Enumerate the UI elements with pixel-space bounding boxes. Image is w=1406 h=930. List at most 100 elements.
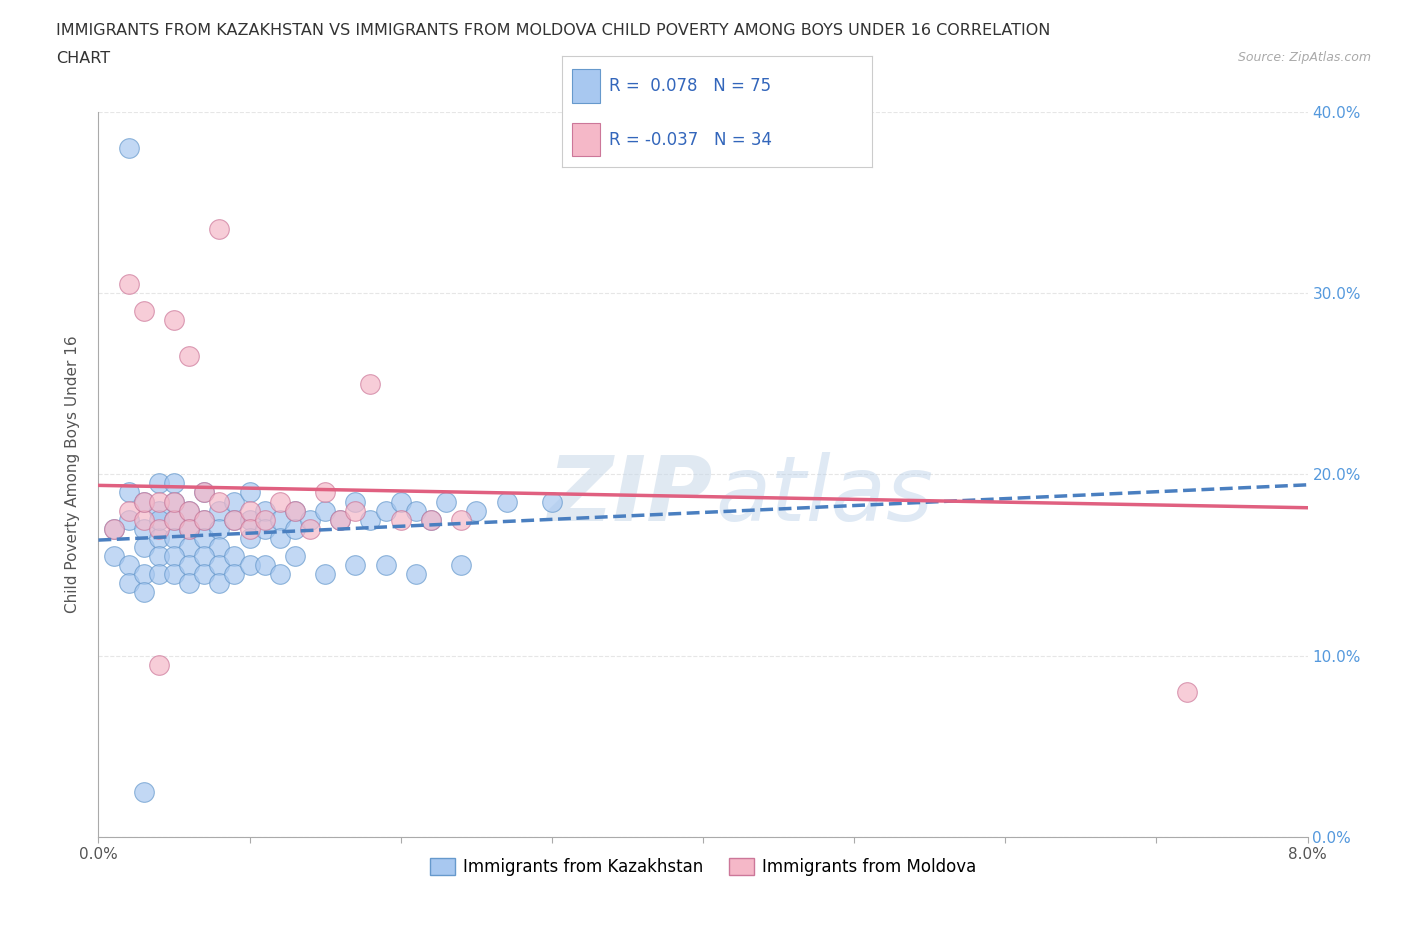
Point xyxy=(329,512,352,527)
Point xyxy=(1175,684,1198,699)
Point xyxy=(132,303,155,318)
Point xyxy=(465,503,488,518)
Point xyxy=(224,566,246,581)
Point xyxy=(148,512,170,527)
Point xyxy=(179,576,201,591)
Point xyxy=(208,576,231,591)
Point xyxy=(103,521,125,536)
Point xyxy=(450,512,472,527)
Point xyxy=(269,512,291,527)
Point xyxy=(179,521,201,536)
Point xyxy=(434,494,457,509)
Text: R = -0.037   N = 34: R = -0.037 N = 34 xyxy=(609,130,772,149)
Point xyxy=(148,658,170,672)
Point xyxy=(118,140,141,155)
Point xyxy=(389,494,412,509)
Point xyxy=(329,512,352,527)
Point xyxy=(103,549,125,564)
Point xyxy=(344,494,367,509)
Point xyxy=(253,558,276,573)
Point xyxy=(208,503,231,518)
Point xyxy=(132,566,155,581)
Point xyxy=(224,512,246,527)
Text: atlas: atlas xyxy=(714,452,934,540)
Point xyxy=(132,512,155,527)
Point xyxy=(239,521,262,536)
Point xyxy=(118,558,141,573)
Point xyxy=(148,549,170,564)
Point xyxy=(179,503,201,518)
Point xyxy=(208,539,231,554)
Point xyxy=(163,512,186,527)
Point xyxy=(253,512,276,527)
Point xyxy=(118,276,141,291)
Point xyxy=(284,521,307,536)
Point xyxy=(389,512,412,527)
Point xyxy=(344,558,367,573)
Point xyxy=(163,566,186,581)
Point xyxy=(269,566,291,581)
Point xyxy=(314,503,336,518)
Point xyxy=(269,530,291,545)
Point xyxy=(224,549,246,564)
Point xyxy=(193,485,215,500)
Point xyxy=(163,312,186,327)
Point xyxy=(224,494,246,509)
Point xyxy=(344,503,367,518)
Text: ZIP: ZIP xyxy=(548,452,713,540)
Point xyxy=(163,512,186,527)
Point xyxy=(118,576,141,591)
Point xyxy=(179,558,201,573)
Point xyxy=(193,530,215,545)
Point xyxy=(224,512,246,527)
Point xyxy=(299,521,322,536)
Point xyxy=(148,521,170,536)
Point xyxy=(179,349,201,364)
Point xyxy=(132,494,155,509)
Point xyxy=(148,494,170,509)
Text: Source: ZipAtlas.com: Source: ZipAtlas.com xyxy=(1237,51,1371,64)
Text: IMMIGRANTS FROM KAZAKHSTAN VS IMMIGRANTS FROM MOLDOVA CHILD POVERTY AMONG BOYS U: IMMIGRANTS FROM KAZAKHSTAN VS IMMIGRANTS… xyxy=(56,23,1050,38)
Point xyxy=(132,539,155,554)
Point xyxy=(118,485,141,500)
FancyBboxPatch shape xyxy=(572,69,599,102)
Point xyxy=(314,485,336,500)
Point xyxy=(132,585,155,600)
Point xyxy=(374,558,396,573)
Point xyxy=(239,558,262,573)
Point xyxy=(148,503,170,518)
Point xyxy=(179,539,201,554)
Point xyxy=(253,521,276,536)
Point xyxy=(193,512,215,527)
Point xyxy=(148,530,170,545)
Point xyxy=(284,549,307,564)
Point xyxy=(299,512,322,527)
Point xyxy=(193,566,215,581)
Point xyxy=(253,503,276,518)
Point xyxy=(495,494,517,509)
Text: R =  0.078   N = 75: R = 0.078 N = 75 xyxy=(609,77,770,95)
Text: CHART: CHART xyxy=(56,51,110,66)
Point xyxy=(208,494,231,509)
Point xyxy=(132,521,155,536)
Point xyxy=(132,494,155,509)
Point xyxy=(163,476,186,491)
Point xyxy=(420,512,443,527)
Point xyxy=(208,558,231,573)
Point xyxy=(239,503,262,518)
Point xyxy=(374,503,396,518)
Point xyxy=(179,521,201,536)
Point xyxy=(360,512,382,527)
Point xyxy=(239,512,262,527)
Point xyxy=(193,549,215,564)
Point xyxy=(450,558,472,573)
Point xyxy=(163,530,186,545)
Point xyxy=(284,503,307,518)
Point xyxy=(148,476,170,491)
Point xyxy=(148,566,170,581)
Point xyxy=(193,512,215,527)
Point xyxy=(163,549,186,564)
Point xyxy=(540,494,562,509)
Point xyxy=(163,494,186,509)
Point xyxy=(405,503,427,518)
